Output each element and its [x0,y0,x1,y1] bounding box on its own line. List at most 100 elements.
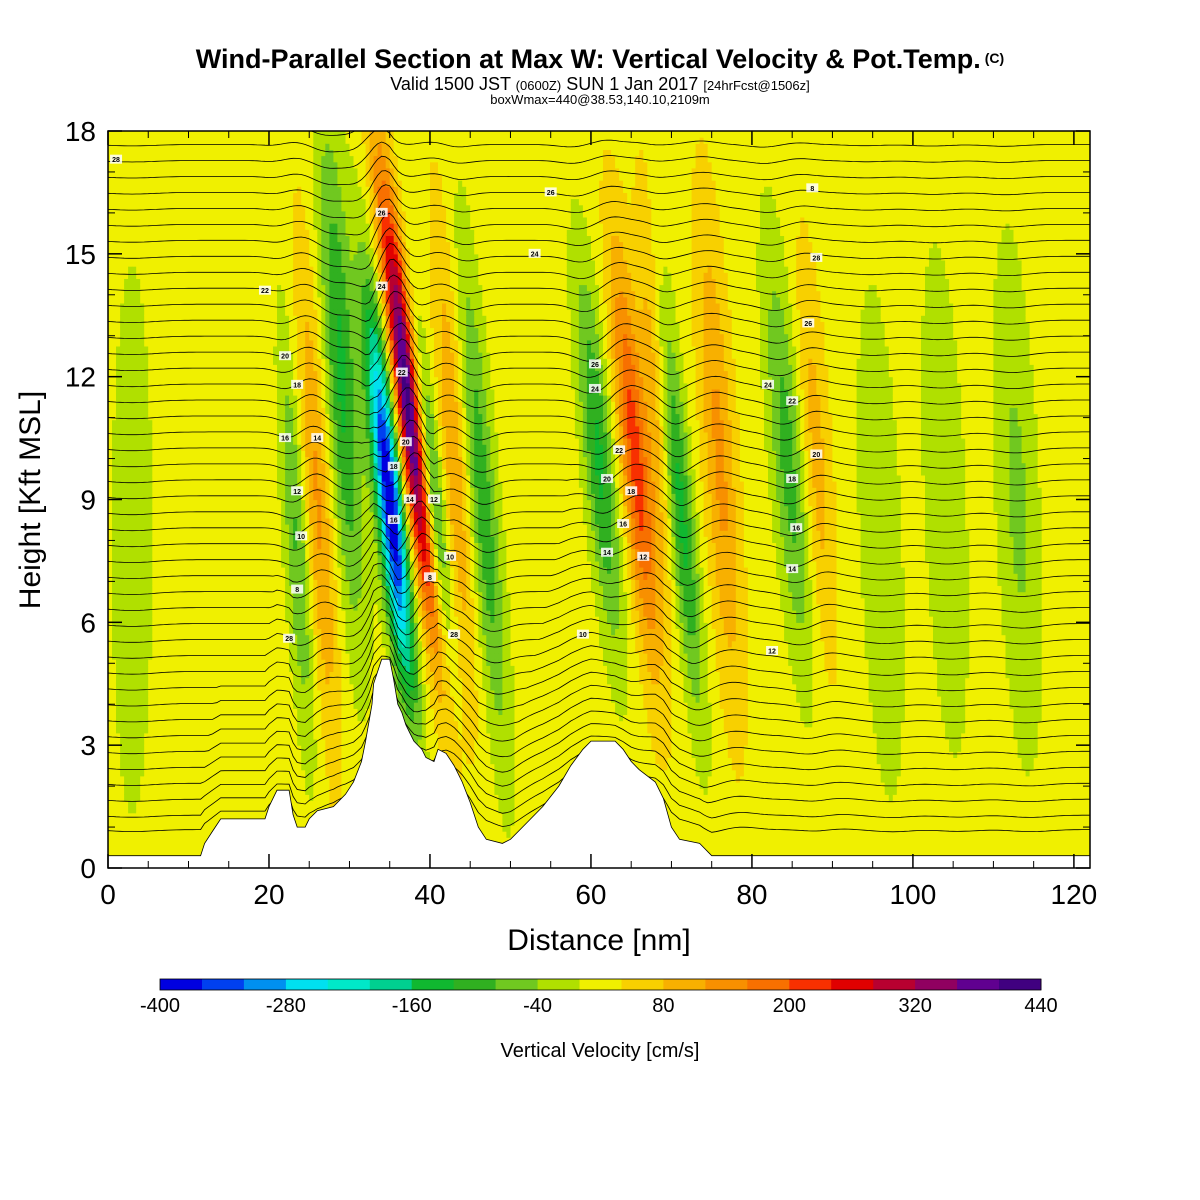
heat-cell [196,739,202,746]
heat-cell [188,333,194,341]
heat-cell [200,696,206,703]
heat-cell [124,831,129,838]
heat-cell [273,677,278,685]
heat-cell [128,739,133,746]
heat-cell [168,352,173,359]
heat-cell [112,548,117,556]
heat-cell [244,395,250,402]
heat-cell [128,775,133,783]
heat-cell [148,554,153,562]
heat-cell [164,702,169,709]
heat-cell [156,425,161,433]
heat-cell [160,585,165,593]
heat-cell [200,174,206,181]
heat-cell [196,646,202,654]
heat-cell [116,696,121,703]
heat-cell [152,266,157,273]
heat-cell [248,775,254,783]
heat-cell [236,413,242,421]
heat-cell [188,659,194,666]
heat-cell [269,223,274,230]
heat-cell [108,775,113,783]
heat-cell [176,677,181,685]
heat-cell [220,628,226,636]
heat-cell [168,419,173,427]
heat-cell [112,714,117,722]
heat-cell [152,616,157,623]
heat-cell [112,321,117,329]
heat-cell [128,278,133,286]
heat-cell [156,831,161,838]
heat-cell [244,751,250,758]
heat-cell [120,143,125,150]
heat-cell [192,745,198,752]
heat-cell [148,167,153,175]
heat-cell [236,309,242,316]
heat-cell [232,560,238,568]
heat-cell [116,579,121,586]
heat-cell [269,315,274,322]
heat-cell [232,732,238,740]
heat-cell [204,579,210,586]
heat-cell [200,296,206,304]
heat-cell [164,474,169,482]
heat-cell [152,425,157,433]
heat-cell [208,806,214,814]
heat-cell [244,431,250,439]
heat-cell [176,720,181,728]
heat-cell [164,266,169,273]
heat-cell [188,732,194,740]
heat-cell [164,229,169,236]
heat-cell [228,431,234,439]
heat-cell [184,837,190,844]
heat-cell [160,720,165,728]
heat-cell [269,794,274,801]
heat-cell [269,192,274,200]
heat-cell [168,524,173,531]
heat-cell [168,499,173,507]
heat-cell [200,321,206,329]
heat-cell [196,708,202,715]
heat-cell [208,567,214,574]
heat-cell [252,303,258,310]
heat-cell [180,628,185,636]
heat-cell [136,174,141,181]
heat-cell [212,266,218,273]
heat-cell [184,573,190,580]
heat-cell [269,505,274,513]
heat-cell [196,745,202,752]
heat-cell [273,579,278,586]
heat-cell [256,671,262,679]
heat-cell [168,511,173,519]
heat-cell [265,671,270,679]
heat-cell [128,603,133,611]
heat-cell [220,407,226,415]
heat-cell [240,167,246,175]
heat-cell [265,462,270,470]
heat-cell [124,560,129,568]
heat-cell [216,431,222,439]
heat-cell [228,321,234,329]
heat-cell [204,640,210,648]
heat-cell [140,849,145,857]
heat-cell [188,161,194,169]
heat-cell [200,640,206,648]
heat-cell [256,192,262,200]
heat-cell [184,739,190,746]
heat-cell [252,131,258,138]
heat-cell [208,493,214,501]
heat-cell [188,554,194,562]
heat-cell [128,413,133,421]
heat-cell [140,395,145,402]
heat-cell [208,376,214,384]
heat-cell [200,530,206,537]
heat-cell [248,689,254,697]
heat-cell [144,309,149,316]
heat-cell [116,505,121,513]
heat-cell [120,542,125,550]
heat-cell [136,290,141,298]
heat-cell [196,161,202,169]
heat-cell [232,450,238,458]
heat-cell [128,818,133,826]
heat-cell [252,554,258,562]
